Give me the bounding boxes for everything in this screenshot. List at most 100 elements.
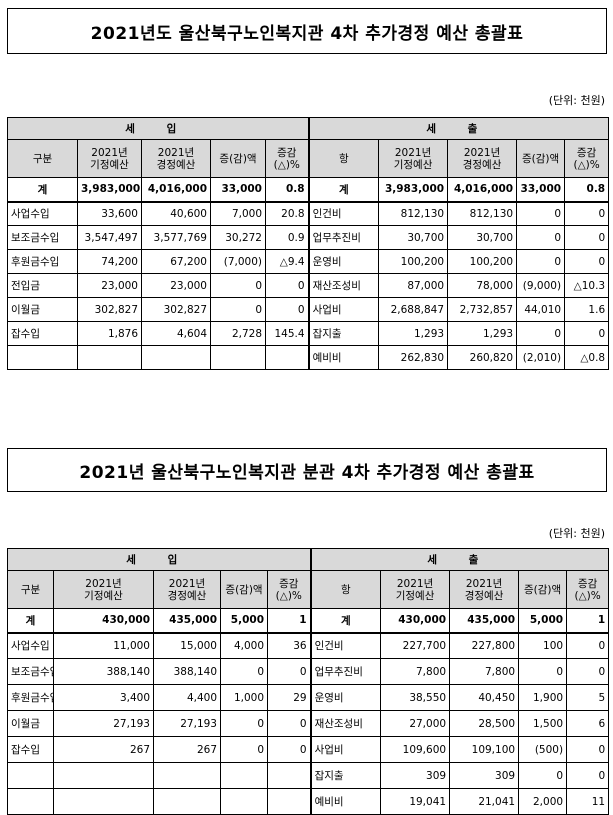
total-orig: 3,983,000	[77, 177, 142, 203]
income-pct: 0	[266, 736, 312, 763]
income-item-name: 사업수입	[7, 201, 78, 226]
income-revised: 4,400	[153, 684, 221, 711]
expense-revised: 78,000	[447, 273, 518, 298]
income-pct: 0	[264, 297, 310, 322]
total-pct: 0.8	[264, 177, 310, 203]
col-revised: 2021년 경정예산	[449, 570, 520, 609]
income-orig: 388,140	[53, 658, 154, 685]
total-revised: 435,000	[449, 608, 520, 634]
income-pct: 0	[264, 273, 310, 298]
income-diff: 0	[210, 297, 266, 322]
expense-pct: △0.8	[564, 345, 610, 370]
expense-item-name: 사업비	[309, 736, 382, 763]
expense-diff: 44,010	[516, 297, 566, 322]
income-diff: (7,000)	[210, 249, 266, 274]
expense-revised: 40,450	[449, 684, 520, 711]
expense-diff: 2,000	[518, 788, 568, 815]
expense-pct: 0	[564, 201, 610, 226]
col-revised: 2021년 경정예산	[447, 139, 518, 178]
expense-pct: 5	[566, 684, 610, 711]
expense-orig: 30,700	[378, 225, 449, 250]
expense-diff: 0	[516, 321, 566, 346]
income-diff: 0	[220, 736, 268, 763]
income-pct: 0.9	[264, 225, 310, 250]
income-revised	[141, 345, 211, 370]
expense-diff: 0	[518, 762, 568, 789]
income-orig: 74,200	[77, 249, 142, 274]
table-row: 전입금 23,000 23,000 0 0 재산조성비 87,000 78,000 (9,000…	[7, 273, 610, 298]
expense-diff: (9,000)	[516, 273, 566, 298]
col-item: 항	[309, 570, 382, 609]
total-row: 계 430,000 435,000 5,000 1 계 430,000 435,…	[7, 608, 610, 634]
col-orig: 2021년 기정예산	[53, 570, 154, 609]
income-pct: 29	[266, 684, 312, 711]
expense-diff: 100	[518, 632, 568, 659]
income-revised: 267	[153, 736, 221, 763]
income-orig	[53, 788, 154, 815]
income-diff: 0	[220, 658, 268, 685]
total-orig: 430,000	[380, 608, 451, 634]
income-orig: 302,827	[77, 297, 142, 322]
total-pct: 0.8	[564, 177, 610, 203]
expense-pct: 0	[564, 225, 610, 250]
total-orig: 3,983,000	[378, 177, 449, 203]
expense-revised: 7,800	[449, 658, 520, 685]
total-diff: 33,000	[210, 177, 266, 203]
col-category: 구분	[7, 139, 78, 178]
income-item-name: 보조금수입	[7, 658, 54, 685]
table-row: 후원금수입3,4004,4001,00029운영비38,55040,4501,9…	[7, 684, 610, 711]
expense-item-name: 업무추진비	[309, 658, 382, 685]
total-row: 계 3,983,000 4,016,000 33,000 0.8 계 3,983…	[7, 177, 610, 203]
total-diff: 5,000	[220, 608, 268, 634]
expense-diff: 0	[518, 658, 568, 685]
expense-pct: 6	[566, 710, 610, 737]
income-orig: 1,876	[77, 321, 142, 346]
income-item-name	[7, 762, 54, 789]
col-orig: 2021년 기정예산	[77, 139, 142, 178]
expense-pct: 1.6	[564, 297, 610, 322]
income-diff	[210, 345, 266, 370]
expense-diff: 0	[516, 201, 566, 226]
income-item-name: 후원금수입	[7, 684, 54, 711]
table-row: 사업수입 11,000 15,000 4,000 36 인건비 227,700 227,800…	[7, 632, 610, 659]
expense-orig: 227,700	[380, 632, 451, 659]
expense-revised: 227,800	[449, 632, 520, 659]
total-pct: 1	[266, 608, 312, 634]
total-label: 계	[7, 608, 54, 634]
income-orig	[53, 762, 154, 789]
expense-diff: (500)	[518, 736, 568, 763]
income-diff	[220, 788, 268, 815]
table-row: 예비비 19,041 21,041 2,000 11	[7, 788, 610, 815]
expense-header: 세 출	[307, 117, 610, 140]
section2-title: 2021년 울산북구노인복지관 분관 4차 추가경정 예산 총괄표	[7, 448, 607, 492]
income-revised: 4,604	[141, 321, 211, 346]
income-revised: 27,193	[153, 710, 221, 737]
expense-pct: 0	[566, 762, 610, 789]
expense-revised: 100,200	[447, 249, 518, 274]
total-diff: 33,000	[516, 177, 566, 203]
income-revised: 40,600	[141, 201, 211, 226]
income-revised: 3,577,769	[141, 225, 211, 250]
col-diff: 증(감)액	[516, 139, 566, 178]
table-row: 후원금수입 74,200 67,200 (7,000) △9.4 운영비 100,200 10…	[7, 249, 610, 274]
income-pct: 145.4	[264, 321, 310, 346]
income-revised: 388,140	[153, 658, 221, 685]
col-pct: 증감 (△)%	[566, 570, 610, 609]
expense-pct: 0	[564, 321, 610, 346]
income-pct: △9.4	[264, 249, 310, 274]
expense-orig: 19,041	[380, 788, 451, 815]
expense-item-name: 업무추진비	[307, 225, 380, 250]
total-revised: 4,016,000	[447, 177, 518, 203]
income-pct: 0	[266, 658, 312, 685]
expense-revised: 2,732,857	[447, 297, 518, 322]
income-pct: 0	[266, 710, 312, 737]
income-orig: 3,547,497	[77, 225, 142, 250]
income-item-name: 이월금	[7, 297, 78, 322]
col-orig: 2021년 기정예산	[378, 139, 449, 178]
expense-pct: 0	[566, 658, 610, 685]
col-diff: 증(감)액	[220, 570, 268, 609]
income-header: 세 입	[6, 548, 312, 571]
income-pct	[264, 345, 310, 370]
expense-item-name: 예비비	[307, 345, 380, 370]
expense-item-name: 잡지출	[309, 762, 382, 789]
